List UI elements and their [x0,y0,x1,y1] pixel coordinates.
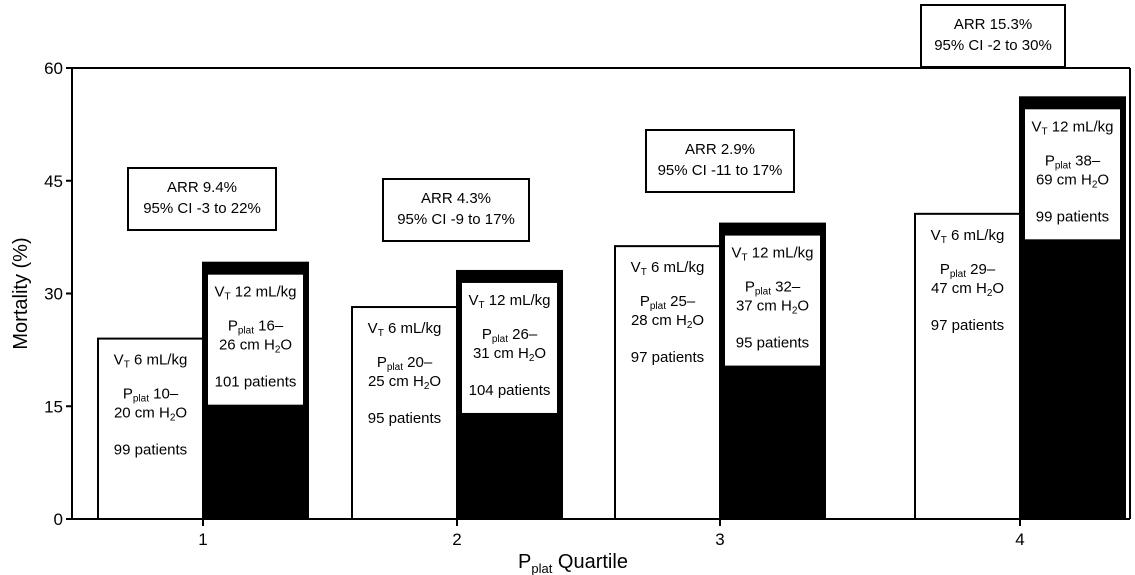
annotation-box [382,178,530,242]
patient-count: 97 patients [931,317,1004,334]
tidal-volume-label: VT 6 mL/kg [114,352,188,371]
y-axis-title: Mortality (%) [10,237,32,349]
bar-label-panel [1025,109,1120,240]
arr-value: ARR 4.3% [421,190,491,207]
patient-count: 104 patients [469,382,551,399]
pplat-range-start: Pplat 20– [377,354,433,373]
pplat-range-end: 20 cm H2O [114,405,187,424]
tidal-volume-label: VT 12 mL/kg [469,292,551,311]
arr-value: ARR 15.3% [954,16,1032,33]
confidence-interval: 95% CI -9 to 17% [397,211,515,228]
x-axis-title: Pplat Quartile [518,551,628,575]
patient-count: 95 patients [368,410,441,427]
patient-count: 99 patients [114,442,187,459]
arr-annotation: ARR 15.3% 95% CI -2 to 30% [920,4,1066,68]
tidal-volume-label: VT 6 mL/kg [931,227,1005,246]
annotations: ARR 9.4% 95% CI -3 to 22% ARR 4.3% 95% CI -… [127,4,1066,242]
y-tick-label: 0 [54,510,63,529]
confidence-interval: 95% CI -11 to 17% [658,162,783,179]
bar-6ml-label: VT 6 mL/kg Pplat 20–25 cm H2O 95 patients [368,320,442,427]
x-tick-label: 1 [198,530,207,549]
bar-6ml [914,212,1021,520]
pplat-range-start: Pplat 29– [940,261,996,280]
pplat-range-start: Pplat 32– [745,279,801,298]
annotation-box [920,4,1066,68]
confidence-interval: 95% CI -2 to 30% [934,37,1052,54]
patient-count: 95 patients [736,335,809,352]
tidal-volume-label: VT 6 mL/kg [368,320,442,339]
bar-label-panel [725,235,820,366]
y-tick-label: 30 [44,285,63,304]
arr-annotation: ARR 2.9% 95% CI -11 to 17% [645,129,795,193]
pplat-range-end: 26 cm H2O [219,337,292,356]
arr-annotation: ARR 9.4% 95% CI -3 to 22% [127,167,277,231]
bar-12ml-label: VT 12 mL/kg Pplat 26–31 cm H2O 104 patient… [469,292,551,399]
x-tick-label: 4 [1015,530,1024,549]
bar-12ml-label: VT 12 mL/kg Pplat 32–37 cm H2O 95 patients [732,245,814,352]
pplat-range-start: Pplat 25– [640,293,696,312]
x-tick-label: 3 [715,530,724,549]
confidence-interval: 95% CI -3 to 22% [143,200,261,217]
bar-6ml [351,306,458,520]
bar-label-panel [462,282,557,413]
pplat-range-start: Pplat 38– [1045,152,1101,171]
x-tick-label: 2 [452,530,461,549]
bar-6ml-label: VT 6 mL/kg Pplat 10–20 cm H2O 99 patients [114,352,188,459]
arr-annotation: ARR 4.3% 95% CI -9 to 17% [382,178,530,242]
y-tick-label: 45 [44,172,63,191]
bar-6ml-label: VT 6 mL/kg Pplat 25–28 cm H2O 97 patients [631,259,705,366]
arr-value: ARR 2.9% [685,141,755,158]
tidal-volume-label: VT 12 mL/kg [732,245,814,264]
patient-count: 101 patients [215,374,297,391]
bar-6ml [614,245,721,521]
patient-count: 97 patients [631,349,704,366]
pplat-range-end: 25 cm H2O [368,373,441,392]
pplat-range-start: Pplat 26– [482,326,538,345]
pplat-range-end: 69 cm H2O [1036,171,1109,190]
bar-12ml-label: VT 12 mL/kg Pplat 16–26 cm H2O 101 patient… [215,284,297,391]
y-tick-label: 15 [44,397,63,416]
pplat-range-end: 37 cm H2O [736,298,809,317]
pplat-range-start: Pplat 16– [228,318,284,337]
annotation-box [645,129,795,193]
pplat-range-end: 31 cm H2O [473,345,546,364]
annotation-box [127,167,277,231]
tidal-volume-label: VT 12 mL/kg [1032,118,1114,137]
y-tick-label: 60 [44,59,63,78]
bar-12ml-label: VT 12 mL/kg Pplat 38–69 cm H2O 99 patients [1032,118,1114,225]
bar-label-panel [208,274,303,405]
patient-count: 99 patients [1036,208,1109,225]
bar-6ml [97,337,204,520]
tidal-volume-label: VT 6 mL/kg [631,259,705,278]
tidal-volume-label: VT 12 mL/kg [215,284,297,303]
bar-6ml-label: VT 6 mL/kg Pplat 29–47 cm H2O 97 patients [931,227,1005,334]
pplat-range-end: 28 cm H2O [631,312,704,331]
pplat-range-end: 47 cm H2O [931,280,1004,299]
arr-value: ARR 9.4% [167,179,237,196]
pplat-range-start: Pplat 10– [123,386,179,405]
